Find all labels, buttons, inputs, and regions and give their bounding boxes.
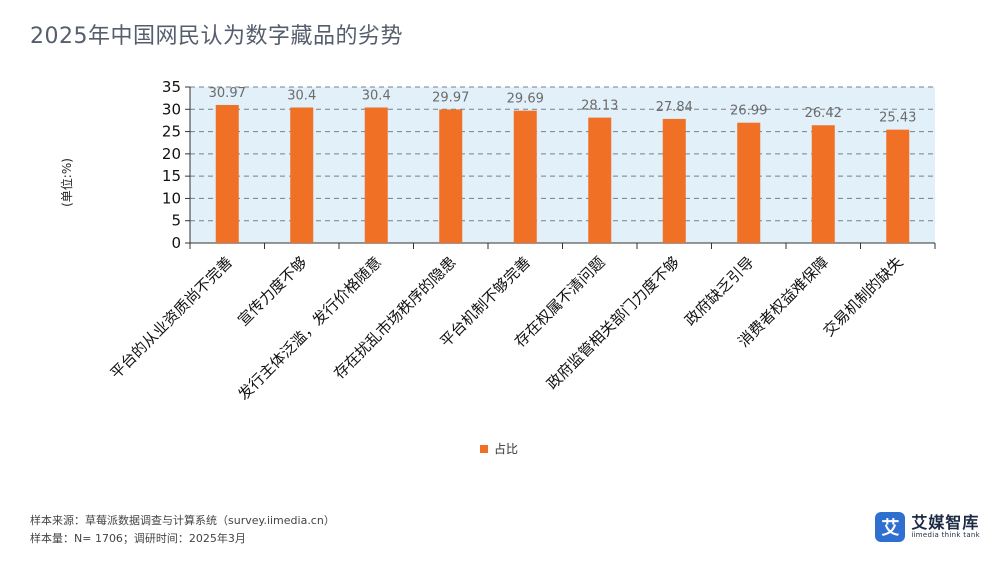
data-label: 30.4 xyxy=(287,89,316,104)
brand-logo: 艾 艾媒智库 iimedia think tank xyxy=(875,512,980,542)
x-tick-label: 政府缺乏引导 xyxy=(681,253,757,329)
source-note: 样本来源：草莓派数据调查与计算系统（survey.iimedia.cn） 样本量… xyxy=(30,512,335,548)
source-line-1: 样本来源：草莓派数据调查与计算系统（survey.iimedia.cn） xyxy=(30,514,335,527)
legend-swatch xyxy=(480,444,488,453)
source-line-2: 样本量：N= 1706；调研时间：2025年3月 xyxy=(30,532,246,545)
bar xyxy=(811,125,835,243)
data-label: 26.99 xyxy=(730,104,767,119)
y-tick-label: 15 xyxy=(162,167,181,185)
legend: 占比 xyxy=(480,440,518,457)
y-tick-label: 20 xyxy=(162,145,181,163)
legend-label: 占比 xyxy=(494,442,519,456)
y-tick-label: 35 xyxy=(162,78,181,96)
logo-name-cn: 艾媒智库 xyxy=(911,512,980,532)
bar xyxy=(886,129,910,243)
x-tick-label: 平台的从业资质尚不完善 xyxy=(107,253,236,382)
data-label: 26.42 xyxy=(805,106,842,121)
bar xyxy=(364,107,388,243)
data-label: 29.69 xyxy=(507,92,544,107)
bar xyxy=(588,117,612,243)
data-label: 27.84 xyxy=(656,100,693,115)
chart-title: 2025年中国网民认为数字藏品的劣势 xyxy=(30,24,403,49)
y-tick-label: 10 xyxy=(162,189,181,207)
x-tick-label: 存在扰乱市场秩序的隐患 xyxy=(330,253,459,382)
x-tick-label: 宣传力度不够 xyxy=(234,253,310,329)
logo-mark: 艾 xyxy=(875,512,906,542)
data-label: 29.97 xyxy=(432,90,469,105)
bar xyxy=(439,109,463,243)
x-tick-label: 发行主体泛滥，发行价格随意 xyxy=(234,253,385,404)
bar xyxy=(737,122,761,243)
y-tick-label: 25 xyxy=(162,123,181,141)
bar xyxy=(215,104,239,244)
y-tick-label: 5 xyxy=(171,212,181,230)
bar xyxy=(290,107,314,243)
logo-name-en: iimedia think tank xyxy=(911,530,980,539)
plot-area xyxy=(190,87,935,243)
data-label: 25.43 xyxy=(879,111,916,126)
data-label: 30.97 xyxy=(209,86,246,101)
x-tick-label: 政府监管相关部门力度不够 xyxy=(543,253,683,393)
y-tick-label: 30 xyxy=(162,100,181,118)
data-label: 30.4 xyxy=(362,89,391,104)
x-tick-label: 交易机制的缺失 xyxy=(820,253,907,340)
data-label: 28.13 xyxy=(581,99,618,114)
y-tick-label: 0 xyxy=(171,234,181,252)
bar xyxy=(513,110,537,244)
bar xyxy=(662,118,686,243)
